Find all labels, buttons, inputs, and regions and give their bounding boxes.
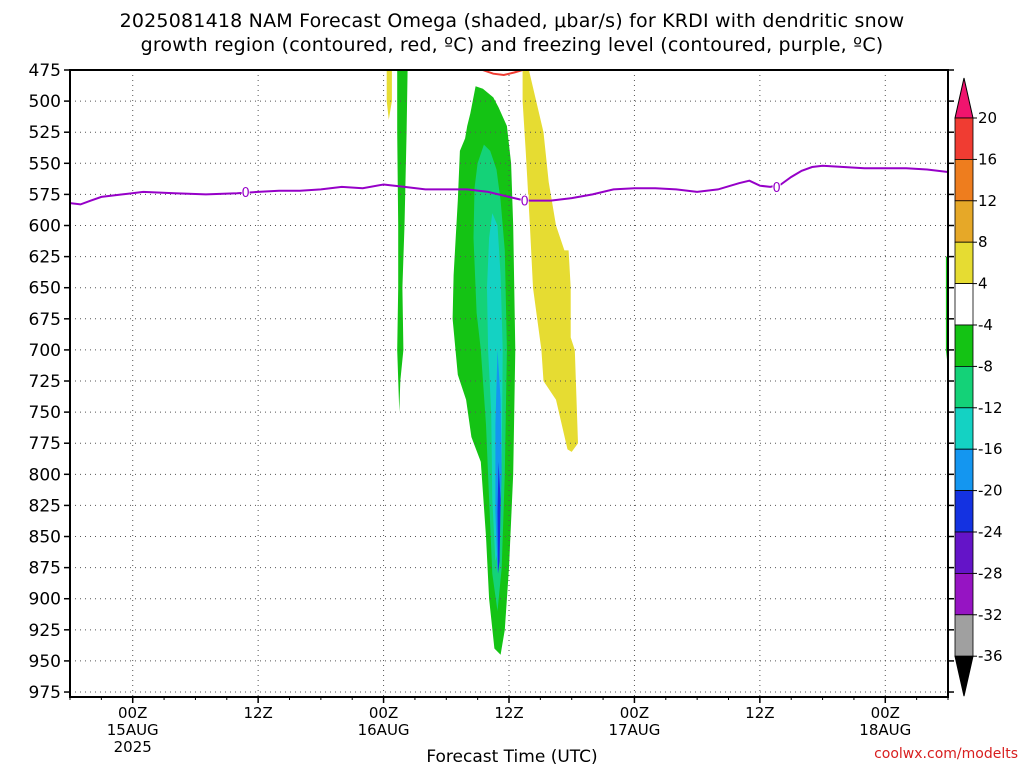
colorbar-label: 20 bbox=[978, 109, 997, 127]
omega-region-0 bbox=[386, 70, 392, 120]
colorbar-label: 16 bbox=[978, 150, 997, 168]
x-tick-label: 00Z bbox=[620, 704, 649, 722]
colorbar-label: -24 bbox=[978, 523, 1003, 541]
colorbar-label: -16 bbox=[978, 440, 1003, 458]
colorbar-swatch bbox=[954, 448, 974, 492]
y-tick-label: 825 bbox=[29, 496, 61, 516]
colorbar-swatch bbox=[954, 324, 974, 367]
y-tick-label: 750 bbox=[29, 403, 61, 423]
freezing-level-label: 0 bbox=[772, 181, 780, 196]
x-tick-label: 12Z bbox=[494, 704, 523, 722]
y-tick-label: 475 bbox=[29, 61, 61, 81]
colorbar-label: -28 bbox=[978, 564, 1003, 582]
colorbar-label: -4 bbox=[978, 316, 993, 334]
colorbar-label: 12 bbox=[978, 192, 997, 210]
omega-region-1 bbox=[522, 70, 578, 452]
colorbar-swatch bbox=[954, 283, 974, 326]
freezing-label-bg bbox=[241, 185, 250, 198]
axes: 475 500 525 550 575 600 625 650 675 700 725 750 775 8… bbox=[29, 61, 954, 756]
colorbar-swatch bbox=[954, 490, 974, 533]
colorbar-swatch bbox=[954, 117, 974, 160]
colorbar-label: -8 bbox=[978, 357, 993, 375]
x-axis-label: Forecast Time (UTC) bbox=[426, 747, 598, 767]
colorbar: 20 16 12 8 4 -4 -8 -12 -16 -20 -24 -28 -32 -36 bbox=[954, 77, 1003, 697]
y-tick-label: 775 bbox=[29, 434, 61, 454]
y-tick-label: 550 bbox=[29, 154, 61, 174]
y-tick-label: 650 bbox=[29, 279, 61, 299]
colorbar-label: -32 bbox=[978, 606, 1003, 624]
freezing-level-line bbox=[70, 164, 948, 206]
x-tick-label: 00Z bbox=[871, 704, 900, 722]
colorbar-swatch bbox=[954, 614, 974, 657]
colorbar-swatch bbox=[954, 365, 974, 409]
y-tick-label: 800 bbox=[29, 465, 61, 485]
colorbar-label: -36 bbox=[978, 647, 1003, 665]
credit-link[interactable]: coolwx.com/modelts bbox=[874, 746, 1018, 762]
colorbar-swatch bbox=[954, 407, 974, 450]
omega-region-2 bbox=[397, 70, 408, 413]
x-tick-label: 12Z bbox=[745, 704, 774, 722]
freezing-label-bg bbox=[520, 194, 529, 207]
contour-lines: 0 0 0 bbox=[70, 70, 948, 210]
x-tick-label: 12Z bbox=[243, 704, 272, 722]
y-tick-label: 925 bbox=[29, 621, 61, 641]
colorbar-label: 8 bbox=[978, 233, 988, 251]
x-tick-label: 00Z bbox=[369, 704, 398, 722]
y-tick-label: 700 bbox=[29, 341, 61, 361]
colorbar-swatch bbox=[954, 200, 974, 243]
colorbar-label: -12 bbox=[978, 399, 1003, 417]
x-tick-label: 00Z bbox=[118, 704, 147, 722]
y-tick-label: 725 bbox=[29, 372, 61, 392]
y-tick-label: 950 bbox=[29, 652, 61, 672]
colorbar-label: -20 bbox=[978, 482, 1003, 500]
y-tick-label: 875 bbox=[29, 559, 61, 579]
y-tick-label: 900 bbox=[29, 590, 61, 610]
y-tick-label: 975 bbox=[29, 683, 61, 703]
x-tick-year: 2025 bbox=[114, 738, 152, 756]
colorbar-arrow-bottom bbox=[954, 655, 974, 697]
omega-regions bbox=[386, 70, 948, 655]
y-tick-label: 675 bbox=[29, 310, 61, 330]
freezing-level-label: 0 bbox=[521, 195, 529, 210]
colorbar-swatch bbox=[954, 241, 974, 284]
x-tick-date: 17AUG bbox=[608, 721, 660, 739]
y-tick-label: 600 bbox=[29, 217, 61, 237]
chart-title-line2: growth region (contoured, red, ºC) and f… bbox=[140, 34, 884, 56]
x-tick-date: 15AUG bbox=[107, 721, 159, 739]
dendritic-contour bbox=[482, 70, 523, 77]
y-tick-label: 500 bbox=[29, 92, 61, 112]
colorbar-swatch bbox=[954, 531, 974, 574]
chart-title-line1: 2025081418 NAM Forecast Omega (shaded, μ… bbox=[119, 10, 905, 32]
colorbar-swatch bbox=[954, 158, 974, 202]
y-tick-label: 575 bbox=[29, 185, 61, 205]
freezing-label-bg bbox=[772, 180, 781, 193]
freezing-level-label: 0 bbox=[241, 186, 249, 201]
x-tick-date: 16AUG bbox=[358, 721, 410, 739]
omega-region-8 bbox=[497, 461, 501, 574]
colorbar-arrow-top bbox=[954, 77, 974, 119]
x-tick-date: 18AUG bbox=[859, 721, 911, 739]
colorbar-label: 4 bbox=[978, 275, 988, 293]
colorbar-swatch bbox=[954, 573, 974, 616]
y-tick-label: 625 bbox=[29, 248, 61, 268]
y-tick-label: 525 bbox=[29, 123, 61, 143]
y-tick-label: 850 bbox=[29, 528, 61, 548]
